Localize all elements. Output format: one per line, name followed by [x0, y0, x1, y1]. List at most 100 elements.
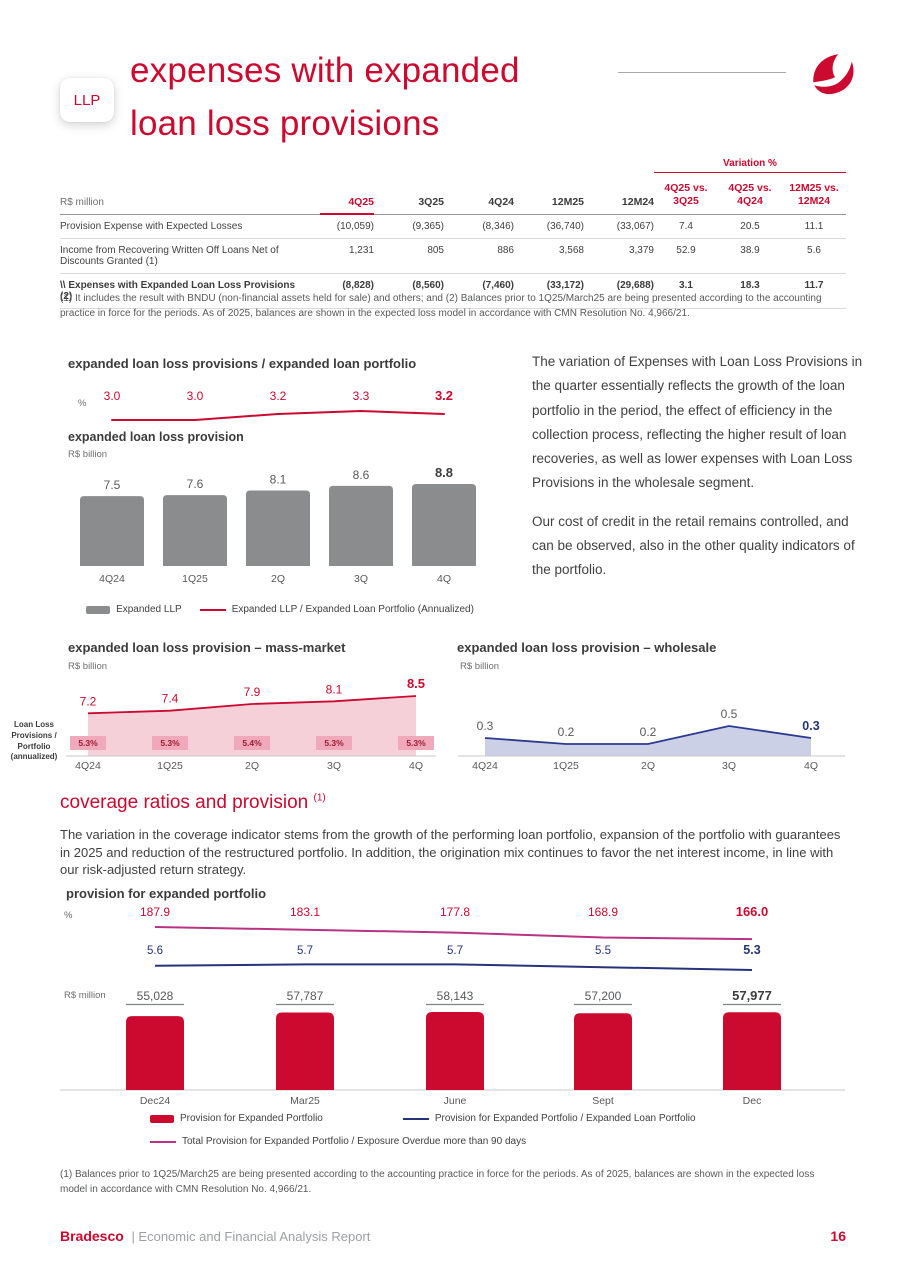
coverage-footnote: (1) Balances prior to 1Q25/March25 are b… — [60, 1169, 815, 1195]
svg-text:177.8: 177.8 — [440, 905, 470, 919]
page-footer: Bradesco | Economic and Financial Analys… — [60, 1228, 846, 1244]
svg-text:2Q: 2Q — [641, 760, 655, 772]
legend-item: Total Provision for Expanded Portfolio /… — [150, 1136, 526, 1147]
row-value: 52.9 — [676, 245, 696, 257]
column-header: 4Q25 vs. 3Q25 — [664, 182, 708, 208]
row-value: 20.5 — [740, 221, 760, 233]
svg-text:0.3: 0.3 — [802, 719, 819, 733]
svg-text:168.9: 168.9 — [588, 905, 618, 919]
page-title-line1: expenses with expanded — [130, 51, 520, 90]
svg-text:57,787: 57,787 — [287, 989, 324, 1003]
provision-title: provision for expanded portfolio — [66, 886, 267, 901]
table-row: Income from Recovering Written Off Loans… — [60, 239, 846, 275]
provision-legend-row1: Provision for Expanded Portfolio Provisio… — [150, 1113, 696, 1124]
svg-text:June: June — [444, 1095, 467, 1107]
svg-text:5.3%: 5.3% — [160, 738, 180, 748]
massmarket-title: expanded loan loss provision – mass-mark… — [68, 640, 346, 655]
svg-text:8.1: 8.1 — [326, 682, 343, 696]
chart-llp-bars: 7.5 4Q24 7.6 1Q25 8.1 2Q 8.6 3Q 8.8 4Q — [80, 465, 476, 585]
svg-text:57,200: 57,200 — [585, 989, 622, 1003]
column-header: 3Q25 — [418, 196, 444, 209]
legend-item: Expanded LLP — [86, 604, 182, 615]
svg-text:2Q: 2Q — [245, 760, 259, 772]
row-value: 11.1 — [804, 221, 824, 233]
coverage-heading-text: coverage ratios and provision — [60, 792, 314, 813]
svg-text:5.6: 5.6 — [147, 945, 163, 957]
variation-label: Variation % — [654, 158, 846, 173]
svg-text:5.3%: 5.3% — [406, 738, 426, 748]
summary-table: Variation % R$ million 4Q25 3Q25 4Q24 12M25… — [60, 158, 846, 310]
row-value: (8,828) — [342, 280, 374, 292]
wholesale-unit: R$ billion — [460, 661, 500, 672]
svg-text:187.9: 187.9 — [140, 905, 170, 919]
legend-swatch-line-icon — [402, 1117, 429, 1120]
svg-text:58,143: 58,143 — [437, 989, 474, 1003]
svg-text:5.7: 5.7 — [447, 945, 463, 957]
page-number: 16 — [830, 1228, 846, 1244]
svg-text:3.3: 3.3 — [353, 389, 370, 403]
coverage-heading-footref: (1) — [313, 792, 326, 804]
svg-text:5.3: 5.3 — [743, 943, 760, 957]
legend-label: Total Provision for Expanded Portfolio /… — [182, 1136, 527, 1147]
table-body: Provision Expense with Expected Losses (1… — [60, 215, 846, 310]
massmarket-unit: R$ billion — [68, 661, 108, 672]
legend-swatch-bar-icon — [150, 1114, 174, 1123]
svg-text:0.2: 0.2 — [558, 725, 575, 739]
row-value: 886 — [497, 245, 514, 257]
svg-text:Dec24: Dec24 — [140, 1095, 171, 1107]
title-rule — [618, 72, 786, 73]
svg-text:4Q24: 4Q24 — [99, 573, 125, 585]
provision-pct-unit: % — [64, 910, 73, 921]
column-header: 12M24 — [621, 196, 654, 209]
svg-text:4Q24: 4Q24 — [472, 760, 498, 772]
svg-text:3.0: 3.0 — [187, 389, 204, 403]
row-value: (36,740) — [546, 221, 584, 233]
svg-text:1Q25: 1Q25 — [182, 573, 208, 585]
footer-text: | Economic and Financial Analysis Report — [131, 1229, 371, 1244]
svg-text:7.2: 7.2 — [80, 694, 97, 708]
svg-text:4Q: 4Q — [804, 760, 818, 772]
svg-text:3.2: 3.2 — [435, 388, 453, 403]
table-col-headers: R$ million 4Q25 3Q25 4Q24 12M25 12M24 4Q25 vs… — [60, 175, 846, 216]
svg-text:1Q25: 1Q25 — [553, 760, 579, 772]
row-value: 3,379 — [628, 245, 654, 257]
row-value: 7.4 — [679, 221, 693, 233]
row-value: (10,059) — [336, 221, 374, 233]
legend-item: Provision for Expanded Portfolio — [150, 1113, 323, 1124]
svg-text:8.6: 8.6 — [353, 468, 370, 482]
chart1-line-unit: % — [78, 398, 87, 409]
svg-text:3Q: 3Q — [722, 760, 736, 772]
svg-text:7.5: 7.5 — [104, 478, 121, 492]
table-unit-label: R$ million — [60, 197, 104, 209]
row-value: (29,688) — [616, 280, 654, 292]
commentary-paragraph-1: The variation of Expenses with Loan Loss… — [532, 354, 863, 491]
svg-text:8.8: 8.8 — [435, 465, 453, 480]
massmarket-side-label: Loan Loss Provisions / Portfolio (annual… — [10, 720, 58, 762]
coverage-heading: coverage ratios and provision (1) — [60, 792, 326, 814]
page-title: expenses with expanded loan loss provisio… — [130, 44, 520, 150]
svg-text:4Q: 4Q — [409, 760, 423, 772]
svg-text:Mar25: Mar25 — [290, 1095, 320, 1107]
svg-text:Dec: Dec — [743, 1095, 762, 1107]
svg-text:166.0: 166.0 — [736, 904, 769, 919]
column-header: 4Q24 — [488, 196, 514, 209]
svg-text:0.2: 0.2 — [640, 725, 657, 739]
table-footnote: (1) It includes the result with BNDU (no… — [60, 293, 822, 319]
svg-text:3Q: 3Q — [354, 573, 368, 585]
legend-swatch-bar-icon — [86, 605, 111, 614]
svg-text:57,977: 57,977 — [732, 988, 772, 1003]
legend-swatch-line-icon — [150, 1140, 176, 1143]
svg-text:5.5: 5.5 — [595, 945, 611, 957]
chart-wholesale: 0.3 0.2 0.2 0.5 0.3 4Q24 1Q25 2Q 3Q 4Q — [458, 707, 845, 772]
commentary-paragraph-2: Our cost of credit in the retail remains… — [532, 513, 855, 578]
column-header: 12M25 vs. 12M24 — [789, 182, 839, 208]
svg-text:7.6: 7.6 — [187, 477, 204, 491]
table-row: \\ Expenses with Expanded Loan Loss Prov… — [60, 274, 846, 310]
row-value: 805 — [427, 245, 444, 257]
row-value: 38.9 — [740, 245, 760, 257]
column-header: 4Q25 — [304, 196, 374, 216]
svg-text:183.1: 183.1 — [290, 905, 320, 919]
llp-badge: LLP — [60, 78, 114, 122]
chart1-title: expanded loan loss provisions / expanded… — [68, 356, 417, 371]
